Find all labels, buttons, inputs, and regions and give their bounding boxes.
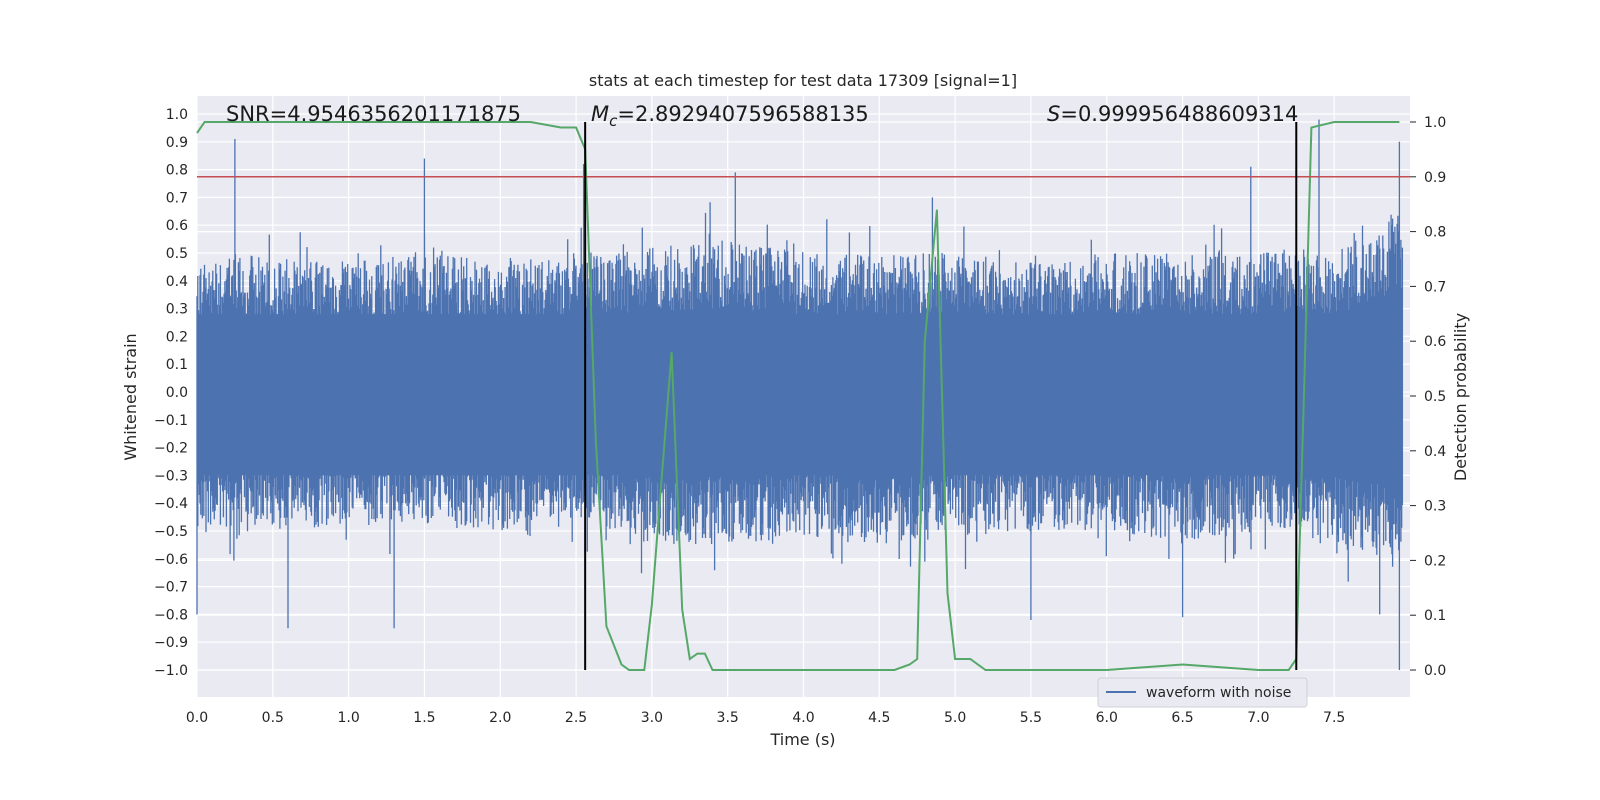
x-axis-label: Time (s) — [769, 730, 835, 749]
chart-title: stats at each timestep for test data 173… — [589, 71, 1017, 90]
y-tick-label: −0.4 — [154, 496, 188, 512]
y-tick-label: −0.9 — [154, 635, 188, 651]
probability-series — [196, 121, 1400, 671]
x-tick-label: 2.5 — [565, 710, 587, 726]
legend-label: waveform with noise — [1146, 685, 1291, 701]
y-tick-label: 0.2 — [166, 329, 188, 345]
y-tick-label: 1.0 — [166, 107, 188, 123]
x-tick-label: 3.0 — [641, 710, 663, 726]
y-tick-label: 0.5 — [166, 246, 188, 262]
x-axis-ticks: 0.0 0.5 1.0 1.5 2.0 2.5 3.0 3.5 4.0 4.5 5.0 5.5 6.0 6… — [186, 710, 1345, 726]
reference-lines — [197, 122, 1410, 670]
y-tick-label: −1.0 — [154, 663, 188, 679]
detection-probability-line — [196, 121, 1400, 671]
y2-tick-label: 0.5 — [1424, 389, 1446, 405]
y2-tick-label: 0.0 — [1424, 663, 1446, 679]
x-tick-label: 7.5 — [1323, 710, 1345, 726]
y-tick-label: −0.1 — [154, 413, 188, 429]
y2-tick-label: 1.0 — [1424, 115, 1446, 131]
y2-tick-label: 0.1 — [1424, 608, 1446, 624]
y2-axis-ticks: 1.0 0.9 0.8 0.7 0.6 0.5 0.4 0.3 0.2 0.1 0.0 — [1410, 115, 1446, 679]
snr-annotation: SNR=4.9546356201171875 — [226, 102, 521, 126]
x-tick-label: 0.5 — [262, 710, 284, 726]
y-tick-label: −0.7 — [154, 580, 188, 596]
y-tick-label: −0.5 — [154, 524, 188, 540]
y2-axis-label: Detection probability — [1451, 313, 1470, 481]
y-tick-label: 0.9 — [166, 135, 188, 151]
y2-tick-label: 0.6 — [1424, 334, 1446, 350]
y-tick-label: 0.1 — [166, 357, 188, 373]
y-axis-label: Whitened strain — [121, 333, 140, 460]
y-tick-label: −0.6 — [154, 552, 188, 568]
x-tick-label: 7.0 — [1247, 710, 1269, 726]
x-tick-label: 4.5 — [868, 710, 890, 726]
x-tick-label: 5.5 — [1020, 710, 1042, 726]
x-tick-label: 2.0 — [489, 710, 511, 726]
y2-tick-label: 0.4 — [1424, 444, 1446, 460]
mc-annotation: Mc=2.8929407596588135 — [591, 102, 869, 130]
y2-tick-label: 0.8 — [1424, 225, 1446, 241]
y-axis-ticks: 1.0 0.9 0.8 0.7 0.6 0.5 0.4 0.3 0.2 0.1 0.0 −0.1 −0.… — [154, 107, 188, 679]
x-tick-label: 5.0 — [944, 710, 966, 726]
y2-tick-label: 0.2 — [1424, 553, 1446, 569]
y-tick-label: 0.3 — [166, 302, 188, 318]
waveform-series — [196, 119, 1404, 670]
s-annotation: S=0.999956488609314 — [1047, 102, 1298, 126]
legend: waveform with noise — [1097, 677, 1308, 708]
x-tick-label: 1.5 — [413, 710, 435, 726]
y-tick-label: 0.4 — [166, 274, 188, 290]
y-tick-label: −0.2 — [154, 441, 188, 457]
x-tick-label: 1.0 — [337, 710, 359, 726]
y2-tick-label: 0.3 — [1424, 499, 1446, 515]
y2-tick-label: 0.7 — [1424, 279, 1446, 295]
x-tick-label: 0.0 — [186, 710, 208, 726]
y-tick-label: 0.8 — [166, 163, 188, 179]
x-tick-label: 3.5 — [717, 710, 739, 726]
y-tick-label: −0.8 — [154, 607, 188, 623]
y-tick-label: 0.0 — [166, 385, 188, 401]
y-tick-label: −0.3 — [154, 468, 188, 484]
y2-tick-label: 0.9 — [1424, 170, 1446, 186]
x-tick-label: 4.0 — [792, 710, 814, 726]
x-tick-label: 6.0 — [1096, 710, 1118, 726]
y-tick-label: 0.7 — [166, 190, 188, 206]
x-tick-label: 6.5 — [1171, 710, 1193, 726]
legend-box — [1097, 677, 1308, 708]
waveform-core-band — [197, 314, 1403, 476]
y-tick-label: 0.6 — [166, 218, 188, 234]
